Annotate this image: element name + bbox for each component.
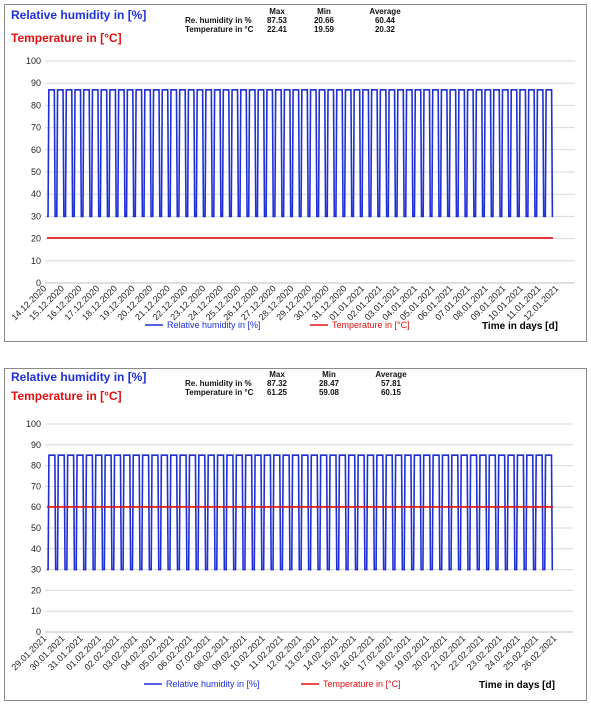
chart-1-ytick-20: 20 — [31, 234, 41, 244]
chart-2-svg: Relative humidity in [%] Temperature in [… — [5, 369, 586, 700]
chart-1-stat-header-0: Max — [269, 7, 285, 16]
chart-2-stat-header-1: Min — [322, 370, 336, 379]
chart-2-ytick-30: 30 — [31, 565, 41, 575]
chart-1-temperature-header: Temperature in [°C] — [11, 31, 122, 45]
chart-1-stat-value-0-2: 60.44 — [375, 16, 396, 25]
chart-1-ytick-30: 30 — [31, 211, 41, 221]
chart-2-ytick-40: 40 — [31, 544, 41, 554]
chart-2-stat-value-0-1: 28.47 — [319, 379, 340, 388]
chart-2-stat-header-2: Average — [375, 370, 407, 379]
chart-2-ytick-70: 70 — [31, 481, 41, 491]
chart-1-stat-header-2: Average — [369, 7, 401, 16]
chart-1-x-axis-title: Time in days [d] — [482, 321, 558, 332]
chart-2-ytick-50: 50 — [31, 523, 41, 533]
chart-panel-2: Relative humidity in [%] Temperature in [… — [4, 368, 587, 701]
chart-2-stat-value-1-0: 61.25 — [267, 388, 288, 397]
chart-2-stat-header-0: Max — [269, 370, 285, 379]
chart-2-legend-temperature-label: Temperature in [°C] — [323, 679, 401, 689]
chart-2-stat-value-1-2: 60.15 — [381, 388, 402, 397]
chart-2-stat-value-0-0: 87.32 — [267, 379, 288, 388]
chart-1-legend-humidity-label: Relative humidity in [%] — [167, 320, 261, 330]
chart-2-x-axis-title: Time in days [d] — [479, 680, 555, 691]
chart-2-stat-row-label-1: Temperature in °C — [185, 388, 254, 397]
chart-2-ytick-10: 10 — [31, 606, 41, 616]
chart-1-legend-temperature-label: Temperature in [°C] — [332, 320, 410, 330]
chart-1-svg: Relative humidity in [%] Temperature in [… — [5, 5, 586, 341]
chart-1-humidity-header: Relative humidity in [%] — [11, 8, 146, 22]
chart-1-ytick-10: 10 — [31, 256, 41, 266]
chart-2-stat-value-1-1: 59.08 — [319, 388, 340, 397]
chart-1-ytick-60: 60 — [31, 145, 41, 155]
chart-2-humidity-line — [47, 455, 553, 569]
chart-1-ytick-80: 80 — [31, 100, 41, 110]
chart-1-ytick-90: 90 — [31, 78, 41, 88]
chart-2-stat-value-0-2: 57.81 — [381, 379, 402, 388]
chart-1-stat-row-label-0: Re. humidity in % — [185, 16, 252, 25]
chart-2-ytick-20: 20 — [31, 585, 41, 595]
chart-2-ytick-100: 100 — [26, 419, 41, 429]
chart-1-stat-header-1: Min — [317, 7, 331, 16]
chart-1-ytick-40: 40 — [31, 189, 41, 199]
chart-2-temperature-header: Temperature in [°C] — [11, 389, 122, 403]
chart-2-humidity-header: Relative humidity in [%] — [11, 370, 146, 384]
chart-1-stat-value-1-0: 22.41 — [267, 25, 288, 34]
chart-panel-1: Relative humidity in [%] Temperature in [… — [4, 4, 587, 342]
chart-1-stat-value-0-0: 87.53 — [267, 16, 288, 25]
chart-2-ytick-60: 60 — [31, 502, 41, 512]
chart-1-ytick-50: 50 — [31, 167, 41, 177]
chart-1-stat-value-1-2: 20.32 — [375, 25, 396, 34]
chart-2-ytick-90: 90 — [31, 440, 41, 450]
chart-1-ytick-70: 70 — [31, 123, 41, 133]
chart-2-legend-humidity-label: Relative humidity in [%] — [166, 679, 260, 689]
chart-2-stat-row-label-0: Re. humidity in % — [185, 379, 252, 388]
chart-1-stat-row-label-1: Temperature in °C — [185, 25, 254, 34]
chart-1-humidity-line — [47, 90, 553, 217]
chart-1-stat-value-1-1: 19.59 — [314, 25, 335, 34]
chart-2-ytick-80: 80 — [31, 461, 41, 471]
chart-1-stat-value-0-1: 20.66 — [314, 16, 335, 25]
chart-1-ytick-100: 100 — [26, 56, 41, 66]
